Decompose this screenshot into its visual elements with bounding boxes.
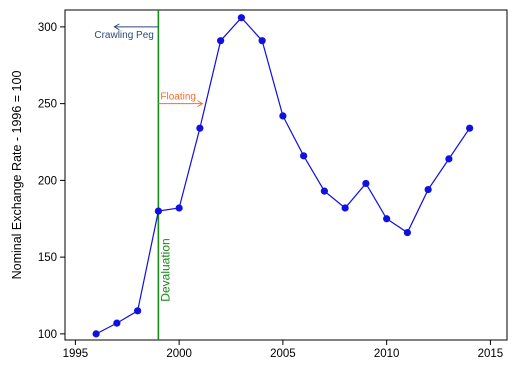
annotation-label: Crawling Peg <box>94 30 153 41</box>
y-tick-label: 250 <box>38 99 57 111</box>
data-point <box>445 155 453 163</box>
annotation-arrowhead <box>197 100 204 108</box>
x-tick-label: 2005 <box>270 348 296 360</box>
y-axis-title: Nominal Exchange Rate - 1996 = 100 <box>10 71 24 280</box>
data-point <box>217 37 225 45</box>
data-point <box>424 185 432 194</box>
series-line <box>95 16 471 335</box>
data-point <box>341 204 349 212</box>
data-point <box>92 330 100 338</box>
x-axis: 1995 2000 2005 2010 2015 <box>63 340 504 360</box>
annotation-label: Floating <box>160 92 196 103</box>
data-point <box>466 124 474 132</box>
annotation-arrowhead <box>113 23 120 31</box>
data-point <box>383 215 391 223</box>
x-tick-label: 2000 <box>166 348 192 360</box>
devaluation-line: Devaluation <box>157 10 172 340</box>
y-tick-label: 150 <box>38 252 57 264</box>
plot-frame <box>64 9 508 341</box>
data-point <box>237 14 245 22</box>
y-tick-label: 200 <box>38 175 57 187</box>
x-tick-label: 2010 <box>374 348 400 360</box>
data-point <box>175 204 183 212</box>
series-group <box>92 14 474 338</box>
data-point <box>134 307 142 315</box>
x-tick-label: 2015 <box>478 348 504 360</box>
data-point <box>113 319 121 327</box>
devaluation-label: Devaluation <box>158 238 172 301</box>
y-tick-label: 300 <box>38 22 57 34</box>
data-point <box>154 207 162 215</box>
data-point <box>196 124 204 132</box>
regime-annotations: Crawling Peg Floating <box>94 23 204 108</box>
x-tick-label: 1995 <box>63 348 89 360</box>
y-axis: 100 150 200 250 300 <box>38 22 65 341</box>
data-point <box>300 152 308 160</box>
data-point <box>362 179 370 188</box>
data-point <box>279 112 287 120</box>
data-point <box>403 228 411 237</box>
data-point <box>258 37 266 45</box>
y-tick-label: 100 <box>38 329 57 341</box>
data-point <box>320 187 328 195</box>
